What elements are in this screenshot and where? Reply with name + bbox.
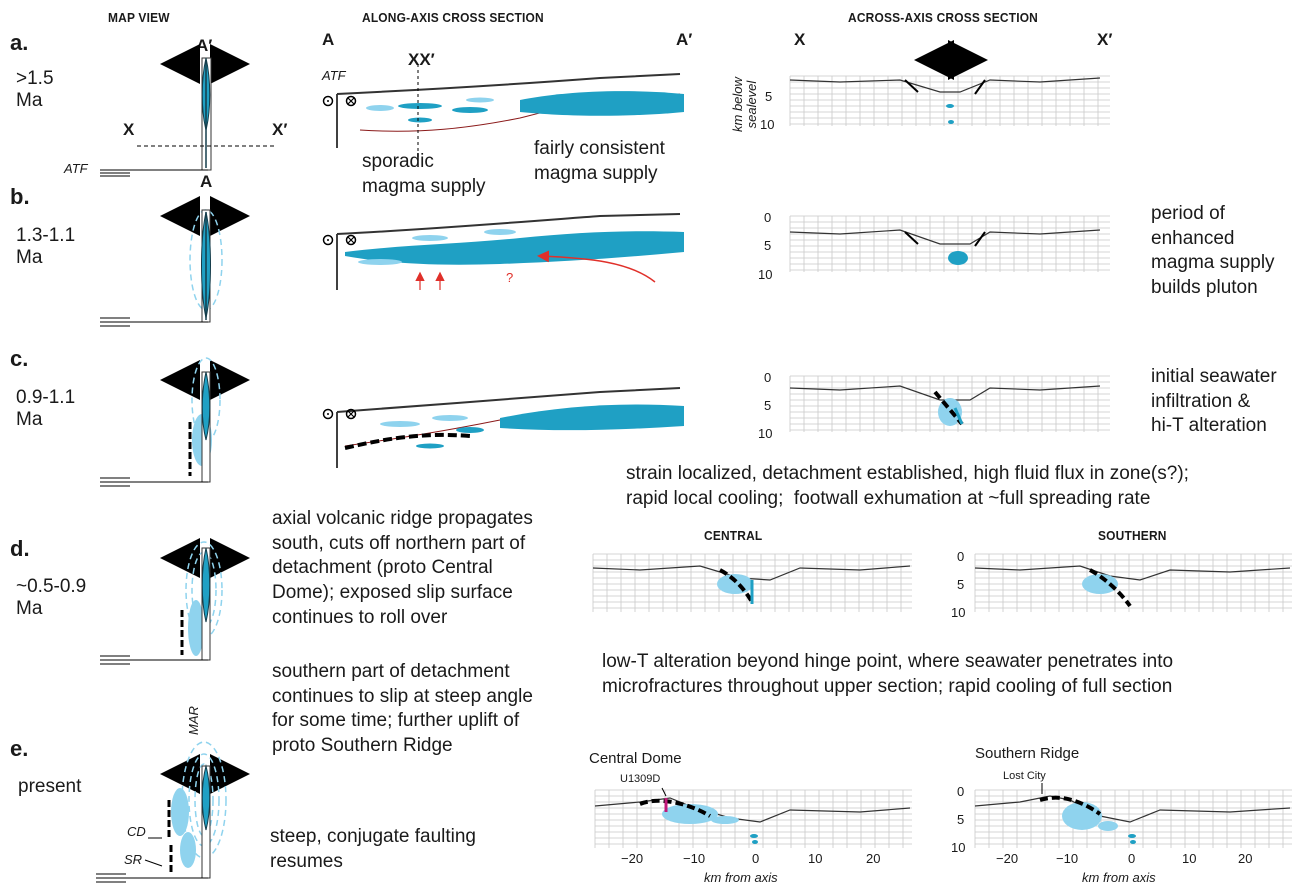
stage-b-age: 1.3-1.1 Ma: [16, 225, 76, 268]
across-section-a: [789, 40, 1101, 124]
map-x: X: [123, 120, 135, 139]
xtick-s-20: 20: [1238, 851, 1253, 866]
central-header: CENTRAL: [704, 528, 763, 543]
into-page-symbol: [345, 95, 357, 107]
across-section-d-central: [592, 565, 911, 604]
across-section-e-southern: [974, 783, 1291, 844]
magma-flow-arrow: [537, 250, 656, 283]
across-section-d-southern: [974, 565, 1291, 608]
map-view-header: MAP VIEW: [108, 10, 170, 25]
stage-b-letter: b.: [10, 184, 30, 209]
across-axis-header: ACROSS-AXIS CROSS SECTION: [848, 10, 1039, 25]
map-sr-label: SR: [124, 852, 143, 867]
tick-b-5: 5: [764, 238, 772, 253]
desc-b: period of enhanced magma supply builds p…: [1151, 203, 1275, 299]
map-a-prime: A′: [196, 36, 213, 55]
along-section-b: [322, 213, 684, 290]
tick-c-5: 5: [764, 398, 772, 413]
xtick-c-m10: −10: [683, 851, 706, 866]
question-mark: ?: [506, 270, 514, 285]
lost-city-label: Lost City: [1003, 770, 1046, 782]
desc-d-south: southern part of detachment continues to…: [272, 661, 533, 757]
map-a: [100, 44, 277, 177]
stage-c-age: 0.9-1.1 Ma: [16, 387, 76, 430]
stage-a-letter: a.: [10, 30, 29, 55]
xlabel-central: km from axis: [704, 870, 778, 885]
magma-body: [520, 91, 684, 116]
southern-header: SOUTHERN: [1098, 528, 1167, 543]
stage-e-age: present: [18, 776, 82, 797]
xtick-c-0: 0: [752, 851, 760, 866]
along-atf-label: ATF: [322, 68, 346, 83]
desc-d-lowT: low-T alteration beyond hinge point, whe…: [602, 651, 1174, 697]
across-section-b: [789, 229, 1101, 265]
along-xx-prime: XX′: [408, 50, 435, 69]
tick-e-0: 0: [957, 784, 965, 799]
along-a-prime: A′: [676, 30, 693, 49]
along-section-c: [322, 387, 685, 468]
tick-c-0: 0: [764, 370, 772, 385]
central-dome-label: Central Dome: [589, 750, 682, 767]
xlabel-southern: km from axis: [1082, 870, 1156, 885]
consistent-supply-label: fairly consistent magma supply: [534, 138, 665, 184]
across-x: X: [794, 30, 806, 49]
tick-c-10: 10: [758, 426, 773, 441]
along-a: A: [322, 30, 335, 49]
map-b: [100, 196, 250, 327]
seafloor-line: [336, 73, 681, 95]
map-cd-label: CD: [127, 824, 146, 839]
map-x-prime: X′: [272, 120, 288, 139]
stage-d-letter: d.: [10, 536, 30, 561]
stage-a-age: >1.5 Ma: [16, 68, 54, 111]
tick-d-5: 5: [957, 577, 965, 592]
across-section-c: [789, 385, 1101, 426]
map-c: [100, 357, 250, 487]
tick-b-10: 10: [758, 267, 773, 282]
xtick-s-m10: −10: [1056, 851, 1079, 866]
sporadic-supply-label: sporadic magma supply: [362, 151, 486, 197]
map-atf-label: ATF: [64, 161, 88, 176]
map-a: A: [200, 172, 213, 191]
along-axis-header: ALONG-AXIS CROSS SECTION: [362, 10, 544, 25]
stage-d-age: ~0.5-0.9 Ma: [16, 576, 87, 619]
xtick-c-m20: −20: [621, 851, 644, 866]
xtick-c-20: 20: [866, 851, 881, 866]
across-x-prime: X′: [1097, 30, 1113, 49]
xtick-s-10: 10: [1182, 851, 1197, 866]
across-section-e-central: [594, 787, 911, 844]
tick-d-10: 10: [951, 605, 966, 620]
detachment-fault: [344, 432, 471, 450]
tick-b-0: 0: [764, 210, 772, 225]
desc-c: initial seawater infiltration & hi-T alt…: [1151, 366, 1277, 437]
tick-d-0: 0: [957, 549, 965, 564]
tick-e-5: 5: [957, 812, 965, 827]
map-e: [96, 741, 250, 883]
desc-e: steep, conjugate faulting resumes: [270, 826, 476, 872]
u1309d-label: U1309D: [620, 773, 661, 785]
stage-e-letter: e.: [10, 736, 29, 761]
xtick-s-m20: −20: [996, 851, 1019, 866]
xtick-c-10: 10: [808, 851, 823, 866]
map-d: [100, 538, 250, 665]
along-section-a: [322, 64, 684, 158]
tick-a-10: 10: [760, 117, 775, 132]
xtick-s-0: 0: [1128, 851, 1136, 866]
southern-ridge-label: Southern Ridge: [975, 745, 1080, 762]
desc-d: axial volcanic ridge propagates south, c…: [272, 508, 533, 628]
tick-e-10: 10: [951, 840, 966, 855]
desc-c-strain: strain localized, detachment established…: [626, 463, 1189, 509]
stage-c-letter: c.: [10, 346, 29, 371]
tick-a-5: 5: [765, 89, 773, 104]
out-of-page-symbol: [322, 95, 334, 107]
